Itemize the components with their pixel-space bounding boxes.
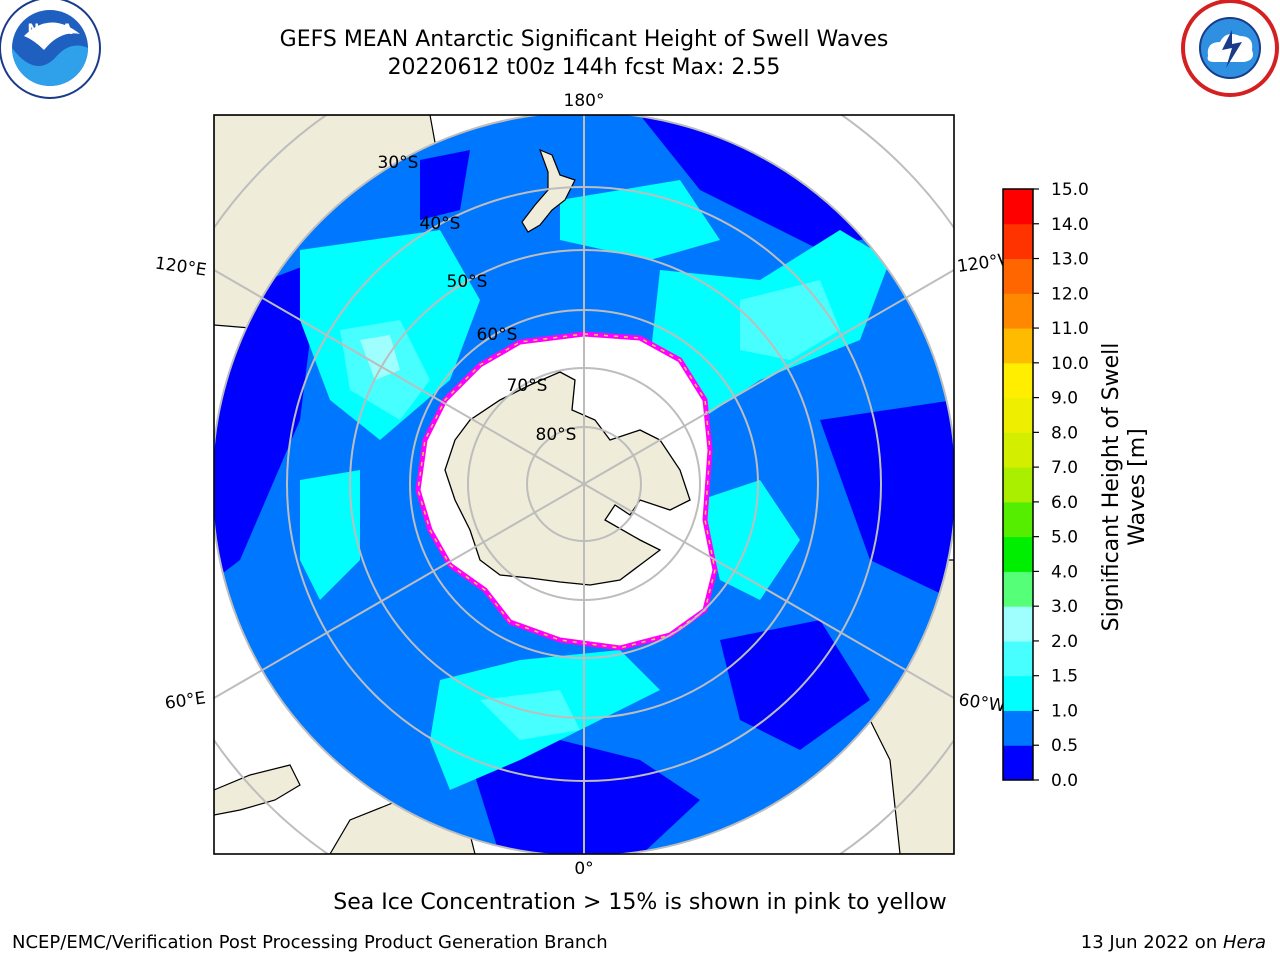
colorbar-tick-label: 15.0 <box>1051 180 1089 200</box>
colorbar-tick-label: 0.5 <box>1051 736 1078 756</box>
land-madagascar <box>214 764 301 816</box>
colorbar-tick-label: 5.0 <box>1051 528 1078 548</box>
colorbar-tick-label: 13.0 <box>1051 250 1089 270</box>
footer-host: Hera <box>1222 932 1266 953</box>
colorbar-swatch <box>1003 606 1033 642</box>
lon-label-60e: 60°E <box>164 688 207 713</box>
colorbar-tick-label: 7.0 <box>1051 458 1078 478</box>
colorbar-tick-label: 8.0 <box>1051 423 1078 443</box>
colorbar-tick-label: 9.0 <box>1051 389 1078 409</box>
colorbar-swatch <box>1003 189 1033 225</box>
colorbar-swatch <box>1003 640 1033 677</box>
colorbar-swatch <box>1003 293 1033 329</box>
colorbar-frame <box>1002 188 1034 781</box>
colorbar-tick-label: 10.0 <box>1051 354 1089 374</box>
colorbar-title: Significant Height of Swell Waves [m] <box>1099 342 1150 632</box>
lat-label-80s: 80°S <box>536 425 577 445</box>
colorbar-swatch <box>1003 432 1033 468</box>
colorbar-tick-label: 3.0 <box>1051 597 1078 617</box>
colorbar-swatch <box>1003 397 1033 433</box>
lat-label-30s: 30°S <box>378 153 419 173</box>
noaa-logo-icon: NOAA <box>0 0 101 99</box>
noaa-logo-text: NOAA <box>28 22 73 38</box>
colorbar-tick-label: 14.0 <box>1051 215 1089 235</box>
colorbar-tick-label: 2.0 <box>1051 632 1078 652</box>
colorbar-swatch <box>1003 223 1033 260</box>
colorbar-swatch <box>1003 258 1033 294</box>
lat-label-70s: 70°S <box>507 376 548 396</box>
colorbar-swatch <box>1003 362 1033 399</box>
graticule <box>214 115 954 854</box>
colorbar-swatch <box>1003 710 1033 746</box>
sea-ice-caption: Sea Ice Concentration > 15% is shown in … <box>333 890 947 915</box>
lon-label-60w: 60°W <box>957 690 1006 716</box>
colorbar-tick-label: 1.5 <box>1051 667 1078 687</box>
colorbar-tick-label: 4.0 <box>1051 562 1078 582</box>
map-frame <box>213 114 955 855</box>
lat-label-40s: 40°S <box>420 214 461 234</box>
colorbar-swatch <box>1003 536 1033 572</box>
colorbar-tick-label: 0.0 <box>1051 771 1078 791</box>
land-antarctica <box>444 371 691 586</box>
nws-logo-icon <box>1181 0 1279 97</box>
footer-date: 13 Jun 2022 on Hera <box>1081 932 1266 953</box>
footer-date-text: 13 Jun 2022 on <box>1080 932 1223 953</box>
colorbar: 0.0 0.5 1.0 1.5 2.0 3.0 4.0 5.0 6.0 7.0 8.0 9.0 10.0… <box>1002 180 1089 791</box>
colorbar-tick-label: 6.0 <box>1051 493 1078 513</box>
chart-subtitle: 20220612 t00z 144h fcst Max: 2.55 <box>387 55 781 80</box>
lon-label-180: 180° <box>564 91 605 111</box>
colorbar-swatch <box>1003 467 1033 503</box>
colorbar-swatch <box>1003 501 1033 538</box>
lon-label-120e: 120°E <box>154 254 208 281</box>
colorbar-tick-label: 1.0 <box>1051 701 1078 721</box>
colorbar-tick-label: 12.0 <box>1051 284 1089 304</box>
footer-credit: NCEP/EMC/Verification Post Processing Pr… <box>12 932 608 953</box>
colorbar-swatch <box>1003 745 1033 781</box>
colorbar-swatch <box>1003 328 1033 364</box>
colorbar-tick-label: 11.0 <box>1051 319 1089 339</box>
lat-label-50s: 50°S <box>447 272 488 292</box>
lon-label-0: 0° <box>574 859 593 879</box>
lat-label-60s: 60°S <box>477 325 518 345</box>
colorbar-swatch <box>1003 675 1033 711</box>
colorbar-swatch <box>1003 571 1033 607</box>
chart-title: GEFS MEAN Antarctic Significant Height o… <box>279 27 889 52</box>
